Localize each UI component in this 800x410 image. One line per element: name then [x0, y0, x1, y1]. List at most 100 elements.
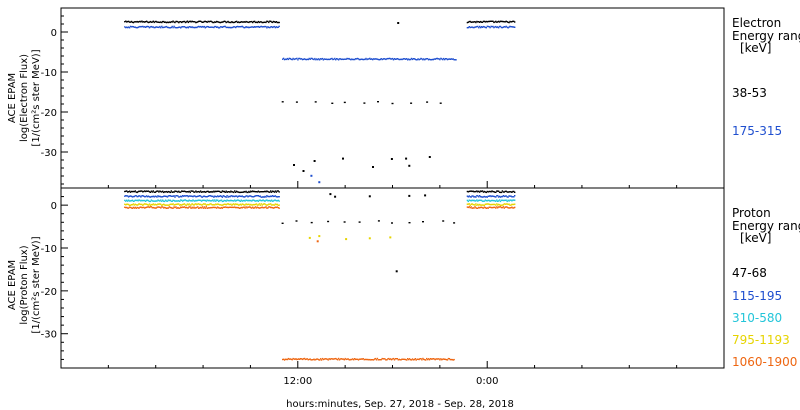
data-point [369, 57, 371, 60]
data-point [194, 207, 196, 209]
data-point [477, 21, 479, 23]
data-point [225, 200, 227, 202]
data-point [208, 203, 210, 206]
data-point [129, 191, 132, 193]
data-point [406, 58, 408, 60]
data-point [208, 21, 210, 23]
data-point [323, 58, 326, 60]
data-point [230, 190, 232, 192]
data-point [199, 20, 201, 22]
data-point [374, 58, 377, 60]
data-point [421, 359, 423, 361]
data-point [213, 200, 215, 202]
data-point [261, 204, 263, 206]
data-point [127, 199, 130, 201]
data-point [351, 358, 353, 361]
data-point [482, 204, 485, 206]
data-point [205, 191, 207, 193]
data-point [218, 200, 221, 202]
data-point [159, 190, 161, 192]
data-point [165, 204, 168, 206]
data-point [233, 26, 235, 28]
data-point [239, 191, 242, 194]
data-point [306, 358, 308, 360]
data-point [496, 26, 498, 29]
data-point [220, 199, 223, 201]
data-point [501, 199, 504, 201]
data-point [410, 57, 413, 60]
data-point [172, 26, 174, 29]
data-point [150, 190, 153, 192]
electron-panel: 0-10-20-30 ACE EPAM log(Electron Flux) [… [7, 7, 800, 189]
data-point [269, 191, 271, 193]
data-point [134, 206, 136, 209]
data-point [163, 195, 166, 197]
data-point [168, 27, 171, 29]
data-point [480, 21, 483, 23]
data-point [252, 21, 254, 24]
data-point [242, 200, 244, 202]
data-point [219, 204, 222, 206]
data-point [139, 199, 141, 202]
data-point [383, 58, 385, 60]
data-point [253, 190, 256, 193]
data-point [205, 206, 207, 208]
data-point [213, 196, 215, 198]
data-point [379, 58, 381, 61]
data-point [255, 26, 258, 28]
data-point [199, 195, 201, 197]
data-point [244, 200, 246, 202]
data-point [382, 58, 384, 60]
data-point [241, 21, 243, 23]
data-point [491, 207, 493, 209]
data-point [496, 190, 498, 192]
data-point [203, 206, 206, 208]
data-point [163, 200, 166, 203]
data-point [217, 21, 220, 23]
data-point [487, 191, 489, 193]
data-point [125, 190, 127, 192]
data-point [185, 27, 188, 29]
data-point [162, 199, 164, 201]
data-point [268, 26, 270, 29]
data-point [470, 21, 472, 23]
data-point [229, 191, 231, 193]
data-point [276, 26, 278, 29]
data-point [207, 200, 209, 202]
data-point [342, 358, 344, 360]
data-point [482, 25, 485, 28]
data-point [196, 203, 198, 206]
data-point [169, 203, 171, 205]
data-point [262, 199, 264, 201]
data-point [338, 58, 341, 60]
data-point [486, 200, 488, 202]
data-point [229, 206, 231, 208]
data-point [321, 57, 324, 60]
data-point [133, 21, 135, 23]
data-point [139, 206, 141, 208]
data-point [475, 190, 477, 193]
data-point [172, 207, 174, 209]
data-point [162, 206, 164, 208]
data-point [155, 190, 157, 193]
data-point [184, 190, 187, 193]
data-point [216, 199, 218, 201]
data-point [442, 358, 444, 360]
data-point [470, 206, 472, 208]
data-point [486, 190, 488, 193]
data-point [498, 206, 501, 208]
data-point [247, 196, 249, 198]
data-point [299, 358, 301, 360]
data-point [207, 207, 209, 209]
data-point [263, 191, 265, 193]
data-point [422, 221, 424, 223]
data-point [150, 25, 153, 28]
data-point [473, 21, 475, 23]
data-point [165, 21, 168, 24]
data-point [262, 26, 264, 28]
data-point [427, 358, 430, 360]
data-point [426, 101, 429, 103]
data-point [318, 359, 321, 361]
data-point [246, 191, 248, 194]
data-point [499, 196, 502, 198]
